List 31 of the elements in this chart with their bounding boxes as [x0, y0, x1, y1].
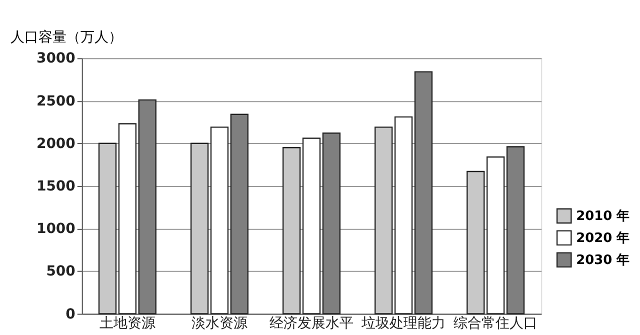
y-tick-label: 2500: [36, 93, 76, 110]
legend-label: 2020 年: [576, 230, 630, 246]
y-tick-label: 3000: [36, 50, 76, 67]
bar: [394, 116, 413, 314]
legend-label: 2030 年: [576, 252, 630, 268]
y-axis-title: 人口容量（万人）: [10, 30, 122, 46]
bar: [374, 126, 393, 314]
x-tick-label: 土地资源: [99, 315, 156, 332]
legend-label: 2010 年: [576, 208, 630, 224]
bar: [210, 126, 229, 314]
bar: [282, 147, 301, 314]
bar: [138, 99, 156, 314]
bar: [466, 170, 485, 314]
bar: [506, 146, 525, 314]
bar: [230, 114, 248, 314]
x-tick-label: 经济发展水平: [270, 315, 354, 332]
bar: [190, 142, 209, 314]
y-tick-label: 1500: [36, 178, 76, 194]
y-tick-label: 500: [46, 264, 76, 280]
bar: [414, 71, 433, 314]
x-tick-label: 垃圾处理能力: [360, 315, 446, 332]
y-tick-label: 2000: [36, 136, 76, 152]
bar: [322, 132, 341, 314]
bar: [98, 142, 117, 314]
bar: [302, 138, 321, 314]
y-tick-label: 1000: [36, 221, 76, 238]
bar: [486, 156, 505, 314]
bar: [118, 123, 137, 314]
y-tick-label: 0: [66, 306, 76, 322]
x-tick-label: 综合常住人口: [454, 315, 538, 332]
x-tick-label: 淡水资源: [191, 315, 248, 332]
